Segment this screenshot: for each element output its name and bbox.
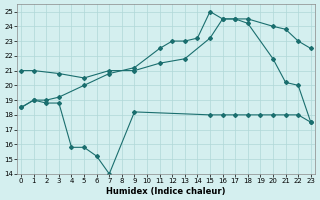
X-axis label: Humidex (Indice chaleur): Humidex (Indice chaleur) [106,187,226,196]
